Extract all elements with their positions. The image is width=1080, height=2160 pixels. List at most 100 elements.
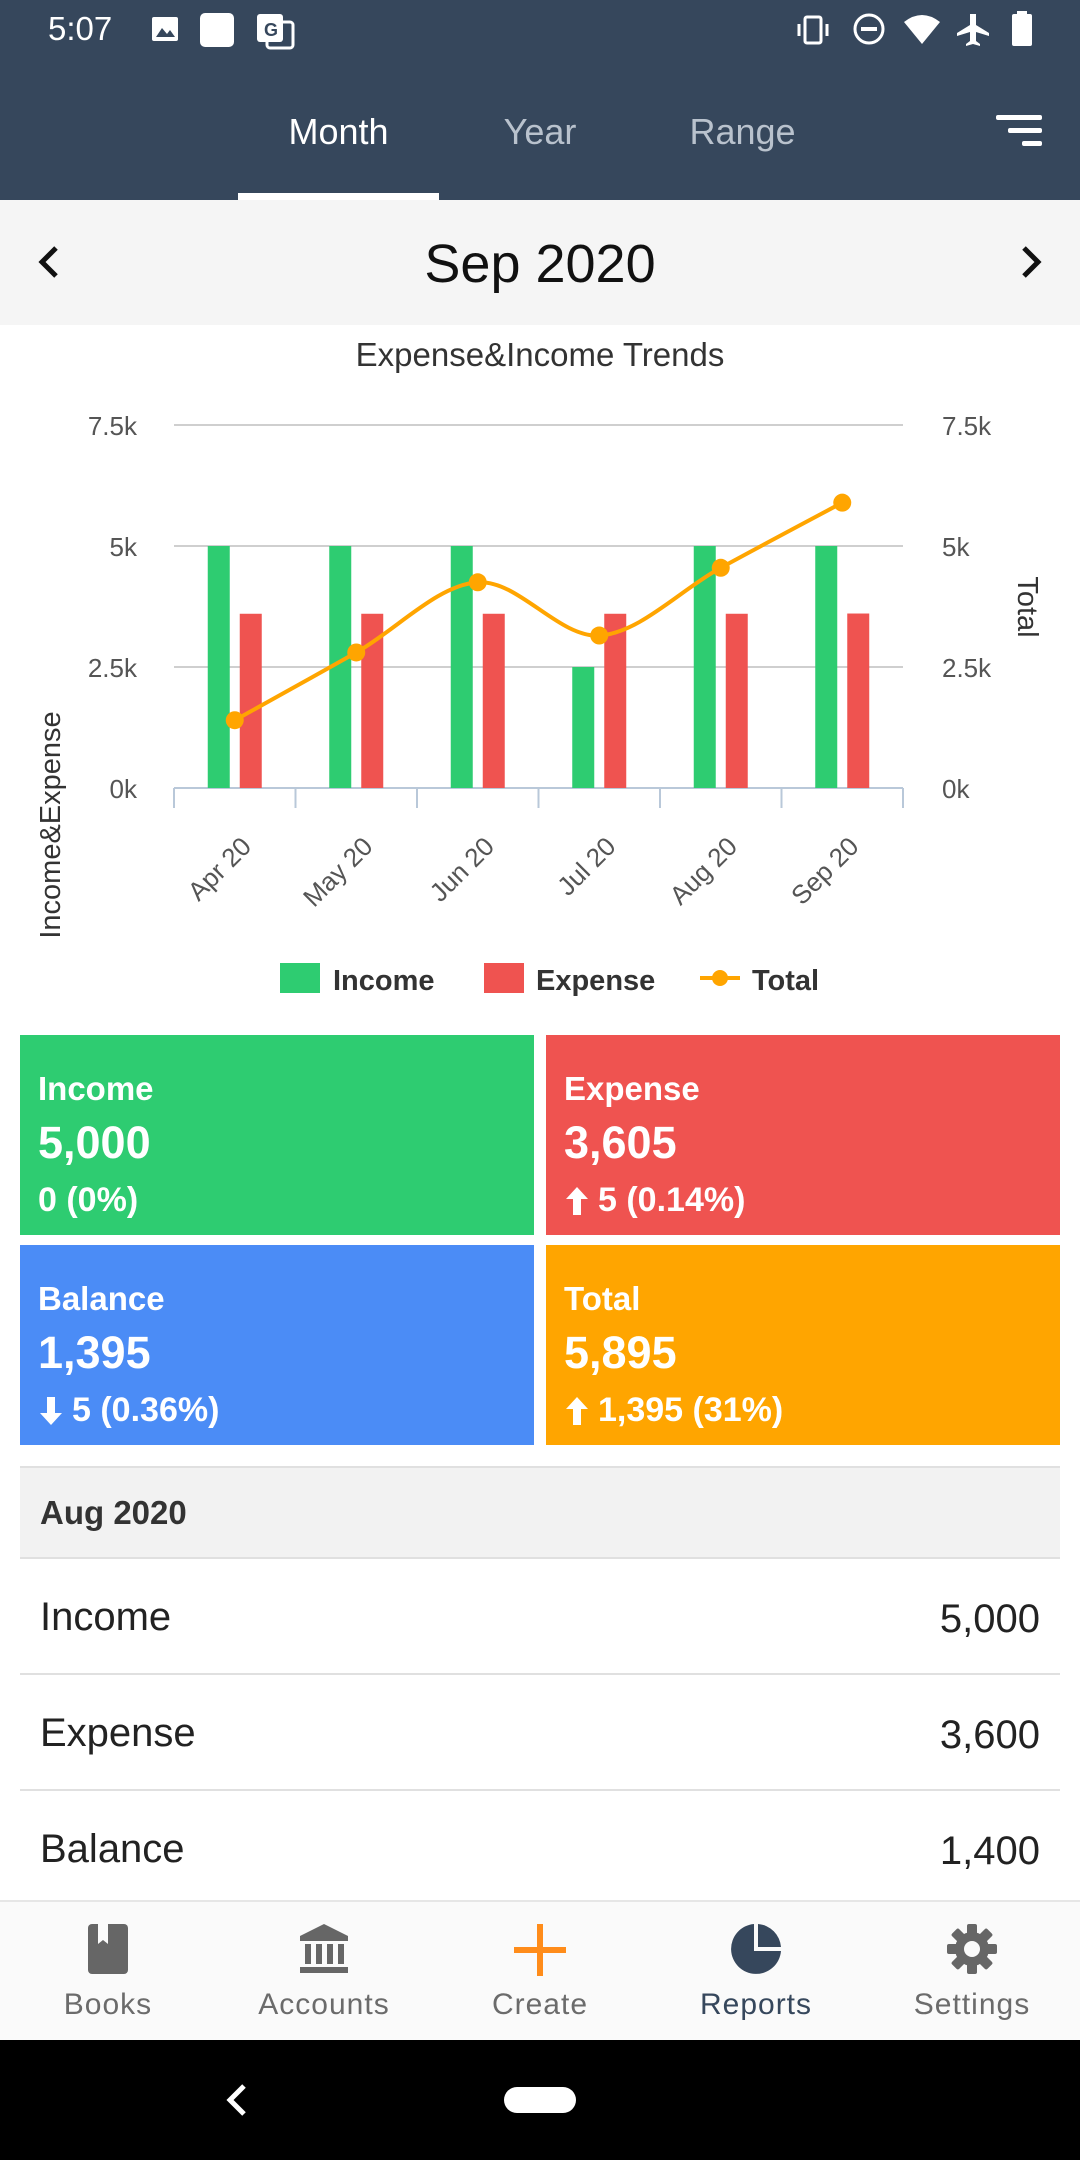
- chart-svg: Expense&Income Trends Income&Expense Tot…: [35, 336, 1043, 997]
- status-time: 5:07: [48, 10, 113, 47]
- home-pill[interactable]: [504, 2087, 576, 2113]
- x-tick-label: May 20: [297, 831, 379, 913]
- x-tick-label: Apr 20: [182, 831, 257, 906]
- total-card-title: Total: [564, 1280, 641, 1317]
- nav-accounts[interactable]: Accounts: [216, 1902, 432, 2042]
- nav-settings[interactable]: Settings: [864, 1902, 1080, 2042]
- status-bar: 5:07 G: [0, 0, 1080, 63]
- period-label: Sep 2020: [424, 234, 656, 294]
- list-item[interactable]: Expense 3,600: [20, 1675, 1060, 1791]
- trend-chart: Expense&Income Trends Income&Expense Tot…: [0, 325, 1080, 1030]
- balance-change-text: 5 (0.36%): [72, 1391, 220, 1429]
- row-label: Expense: [40, 1711, 196, 1755]
- book-icon: [88, 1924, 128, 1974]
- period-selector: Sep 2020: [0, 200, 1080, 325]
- income-card-value: 5,000: [38, 1117, 151, 1168]
- point-total: [468, 573, 487, 592]
- y-axis-right-label: Total: [1011, 576, 1043, 637]
- point-total: [347, 643, 366, 662]
- expense-card-change: 5 (0.14%): [564, 1181, 745, 1220]
- tab-range[interactable]: Range: [689, 110, 796, 152]
- plus-icon: [514, 1924, 566, 1976]
- list-item[interactable]: Income 5,000: [20, 1559, 1060, 1675]
- nav-create[interactable]: Create: [432, 1902, 648, 2042]
- bar-expense: [482, 613, 505, 788]
- chevron-right-icon[interactable]: [1008, 240, 1052, 284]
- square-icon: [200, 13, 234, 47]
- nav-reports[interactable]: Reports: [648, 1902, 864, 2042]
- legend-label-income: Income: [333, 965, 435, 997]
- legend-swatch-income: [280, 963, 320, 993]
- x-tick-label: Jun 20: [424, 831, 500, 907]
- expense-card-title: Expense: [564, 1070, 700, 1107]
- y-tick-label-right: 5k: [942, 532, 970, 562]
- bar-income: [693, 546, 716, 788]
- x-tick-label: Jul 20: [551, 831, 621, 901]
- y-tick-label-right: 7.5k: [942, 411, 992, 441]
- y-tick-label-right: 2.5k: [942, 653, 992, 683]
- bar-expense: [361, 613, 384, 788]
- svg-text:G: G: [264, 20, 278, 40]
- bar-income: [572, 667, 595, 788]
- y-tick-label-right: 0k: [942, 774, 970, 804]
- nav-reports-label: Reports: [699, 1988, 813, 2021]
- point-total: [225, 711, 244, 730]
- income-card[interactable]: Income 5,000 0 (0%): [20, 1035, 534, 1235]
- income-card-change: 0 (0%): [38, 1181, 138, 1220]
- legend-marker-total: [712, 970, 728, 986]
- y-tick-label-left: 2.5k: [88, 653, 138, 683]
- nav-books[interactable]: Books: [0, 1902, 216, 2042]
- chevron-left-icon[interactable]: [28, 240, 72, 284]
- battery-icon: [1012, 11, 1032, 46]
- tab-month[interactable]: Month: [288, 110, 389, 152]
- bar-income: [329, 546, 352, 788]
- balance-card-value: 1,395: [38, 1327, 151, 1378]
- legend-label-expense: Expense: [536, 965, 655, 997]
- total-card[interactable]: Total 5,895 1,395 (31%): [546, 1245, 1060, 1445]
- nav-create-label: Create: [491, 1988, 589, 2021]
- back-icon[interactable]: [222, 2080, 252, 2120]
- bar-expense: [847, 613, 870, 788]
- expense-change-text: 5 (0.14%): [598, 1181, 746, 1219]
- bar-expense: [239, 613, 262, 788]
- bar-income: [815, 546, 838, 788]
- filter-icon[interactable]: [990, 112, 1050, 152]
- arrow-up-icon: [566, 1396, 588, 1425]
- series-line-total: [233, 500, 844, 722]
- row-value: 5,000: [939, 1597, 1040, 1641]
- bar-expense: [725, 613, 748, 788]
- x-tick-label: Aug 20: [664, 831, 743, 910]
- nav-books-label: Books: [63, 1988, 153, 2021]
- previous-period-title: Aug 2020: [40, 1494, 187, 1531]
- point-total: [711, 558, 730, 577]
- balance-card[interactable]: Balance 1,395 5 (0.36%): [20, 1245, 534, 1445]
- arrow-up-icon: [566, 1186, 588, 1215]
- dnd-icon: [853, 13, 885, 45]
- bar-income: [207, 546, 230, 788]
- row-label: Income: [40, 1595, 172, 1639]
- y-tick-label-left: 0k: [110, 774, 138, 804]
- expense-card[interactable]: Expense 3,605 5 (0.14%): [546, 1035, 1060, 1235]
- gear-icon: [947, 1924, 997, 1974]
- chart-title: Expense&Income Trends: [356, 336, 725, 373]
- arrow-down-icon: [40, 1396, 62, 1425]
- balance-card-title: Balance: [38, 1280, 165, 1317]
- translate-icon: G: [257, 14, 295, 50]
- y-axis-left-label: Income&Expense: [35, 711, 67, 938]
- row-label: Balance: [40, 1827, 185, 1871]
- airplane-icon: [957, 14, 989, 46]
- x-tick-label: Sep 20: [785, 831, 864, 910]
- expense-card-value: 3,605: [564, 1117, 677, 1168]
- tab-year[interactable]: Year: [503, 110, 577, 152]
- vibrate-icon: [797, 15, 829, 45]
- list-item[interactable]: Balance 1,400: [20, 1791, 1060, 1907]
- nav-accounts-label: Accounts: [258, 1988, 390, 2021]
- bottom-navigation: Books Accounts Create Reports Settings: [0, 1900, 1080, 2040]
- wifi-icon: [904, 15, 940, 44]
- nav-settings-label: Settings: [913, 1988, 1031, 2021]
- image-icon: [152, 17, 178, 41]
- pie-chart-icon: [731, 1924, 781, 1974]
- total-change-text: 1,395 (31%): [598, 1391, 784, 1429]
- y-tick-label-left: 5k: [110, 532, 138, 562]
- app-bar: Month Year Range: [0, 63, 1080, 200]
